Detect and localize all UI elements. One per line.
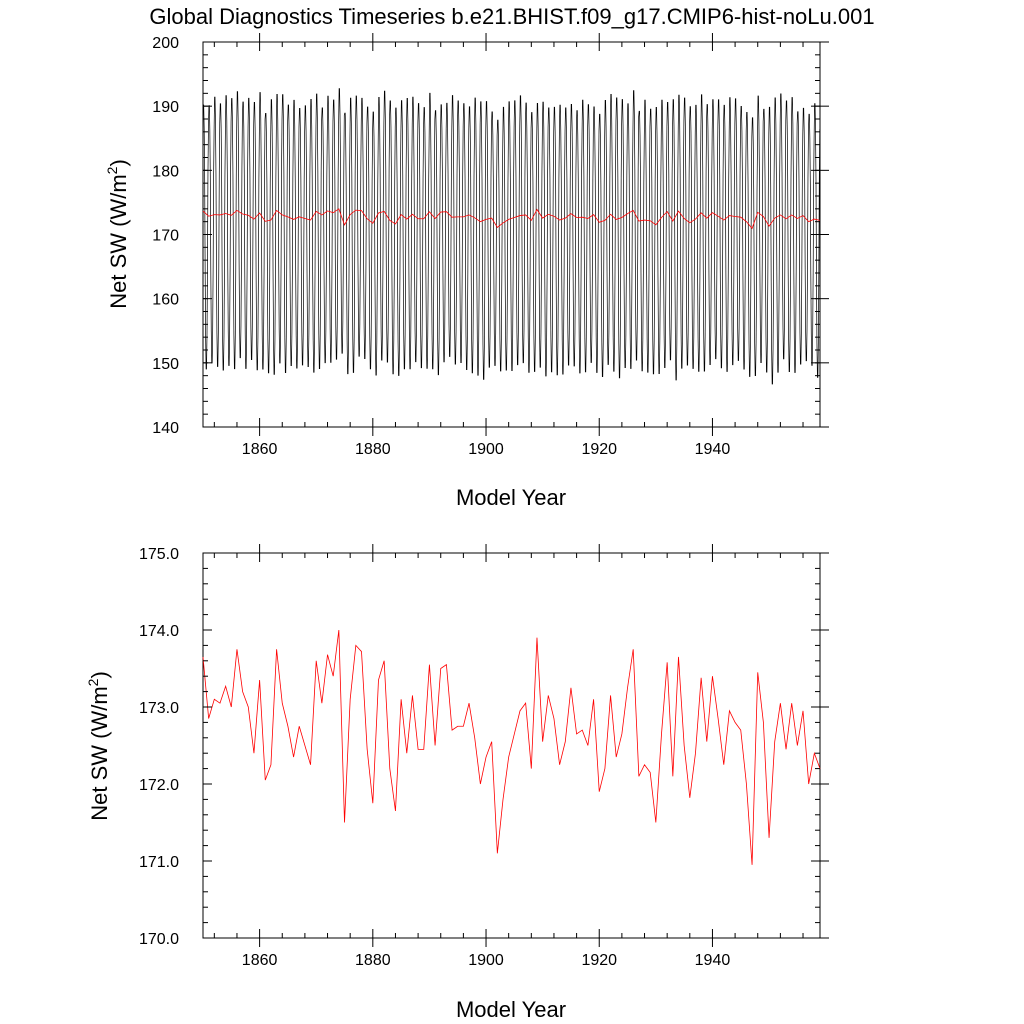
annual-mean-line — [202, 208, 821, 230]
y-axis-title-close: ) — [106, 159, 131, 166]
x-tick-label: 1860 — [242, 952, 278, 969]
x-tick-label: 1920 — [581, 952, 617, 969]
y-tick-label: 200 — [152, 35, 179, 52]
y-tick-label: 174.0 — [139, 623, 179, 640]
x-axis-title-bottom: Model Year — [456, 997, 566, 1022]
y-tick-label: 170 — [152, 228, 179, 245]
x-tick-label: 1920 — [581, 441, 617, 458]
y-tick-label: 190 — [152, 99, 179, 116]
x-tick-label: 1860 — [242, 441, 278, 458]
plot-frame-bottom — [202, 552, 821, 939]
figure-title: Global Diagnostics Timeseries b.e21.BHIS… — [149, 4, 874, 29]
y-tick-label: 160 — [152, 292, 179, 309]
y-tick-label: 173.0 — [139, 700, 179, 717]
y-tick-label: 140 — [152, 420, 179, 437]
chart-panel-top: 1860 1880 1900 1920 1940 140 150 160 170 180 190 2… — [104, 33, 829, 510]
annual-series-bottom — [202, 629, 821, 865]
monthly-line — [203, 88, 821, 385]
y-tick-labels-top: 140 150 160 170 180 190 200 — [152, 35, 179, 437]
y-axis-title-top: Net SW (W/m2) — [104, 159, 131, 309]
y-tick-labels-bottom: 170.0 171.0 172.0 173.0 174.0 175.0 — [139, 546, 179, 948]
ticks-top — [203, 33, 829, 436]
x-tick-label: 1880 — [355, 952, 391, 969]
y-axis-title-main: Net SW (W/m — [87, 686, 112, 820]
x-tick-labels-bottom: 1860 1880 1900 1920 1940 — [242, 952, 731, 969]
y-tick-label: 172.0 — [139, 777, 179, 794]
x-tick-label: 1880 — [355, 441, 391, 458]
chart-panel-bottom: 1860 1880 1900 1920 1940 170.0 171.0 172.0 173.… — [85, 544, 829, 1022]
y-axis-title-main: Net SW (W/m — [106, 174, 131, 308]
y-tick-label: 170.0 — [139, 931, 179, 948]
monthly-series-top — [203, 88, 821, 385]
y-tick-label: 171.0 — [139, 854, 179, 871]
annual-series-top — [202, 208, 821, 230]
y-tick-label: 150 — [152, 356, 179, 373]
x-tick-label: 1940 — [695, 952, 731, 969]
x-tick-label: 1940 — [695, 441, 731, 458]
x-axis-title-top: Model Year — [456, 485, 566, 510]
y-axis-title-superscript: 2 — [85, 678, 101, 686]
annual-mean-line — [202, 629, 821, 865]
y-axis-title-bottom: Net SW (W/m2) — [85, 671, 112, 821]
y-tick-label: 180 — [152, 163, 179, 180]
x-tick-labels-top: 1860 1880 1900 1920 1940 — [242, 441, 731, 458]
x-tick-label: 1900 — [468, 952, 504, 969]
x-tick-label: 1900 — [468, 441, 504, 458]
y-tick-label: 175.0 — [139, 546, 179, 563]
y-axis-title-superscript: 2 — [104, 166, 120, 174]
ticks-bottom — [203, 544, 829, 947]
y-axis-title-close: ) — [87, 671, 112, 678]
